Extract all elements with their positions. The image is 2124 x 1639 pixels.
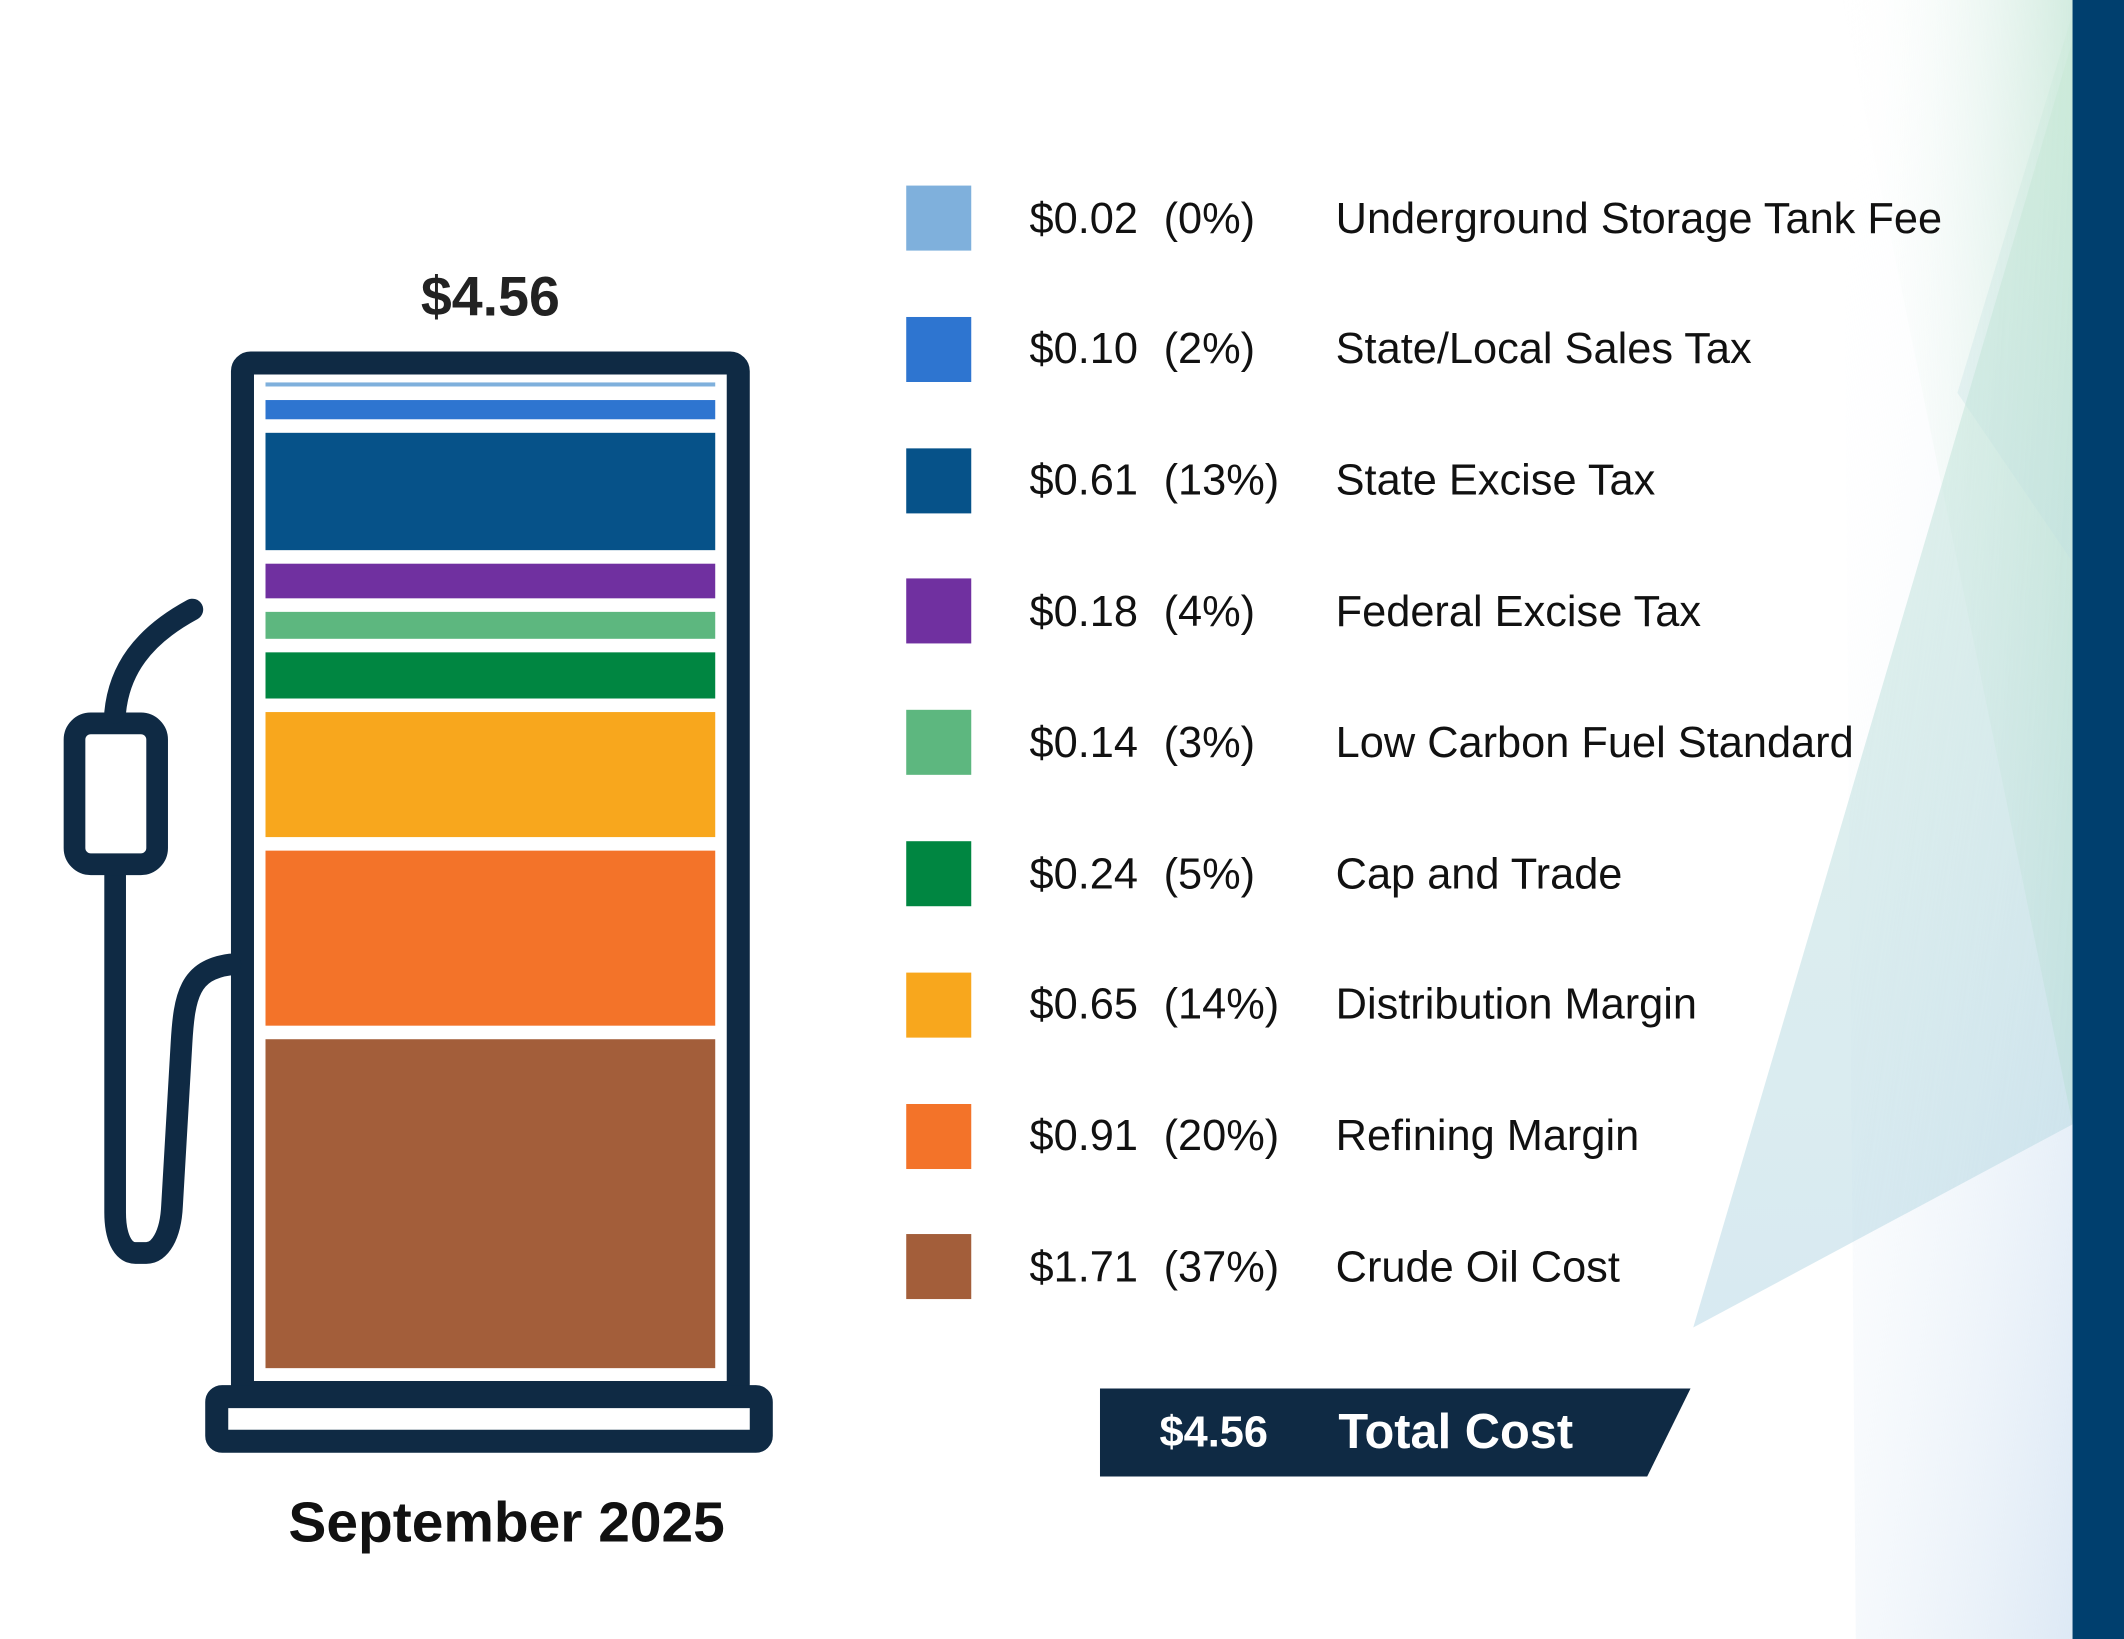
legend-label: Refining Margin bbox=[1335, 1110, 1640, 1160]
legend-item: $0.10 (2%) State/Local Sales Tax bbox=[906, 316, 1752, 382]
legend-item: $0.61 (13%) State Excise Tax bbox=[906, 447, 1655, 513]
legend-percent: (37%) bbox=[1163, 1242, 1280, 1291]
bar-segment-cap-and-trade bbox=[265, 652, 716, 699]
bar-segment-state-excise-tax bbox=[265, 432, 716, 551]
bar-segment-crude-oil-cost bbox=[265, 1039, 716, 1369]
legend-swatch bbox=[906, 1234, 972, 1300]
legend-percent: (2%) bbox=[1163, 324, 1256, 373]
legend-swatch bbox=[906, 447, 972, 513]
legend-swatch bbox=[906, 710, 972, 776]
bar-segment-distribution-margin bbox=[265, 712, 716, 838]
accent-bar bbox=[2072, 0, 2124, 1639]
legend-label: Cap and Trade bbox=[1335, 848, 1623, 898]
legend-label: Low Carbon Fuel Standard bbox=[1335, 717, 1854, 767]
pump-total-label: $4.56 bbox=[420, 265, 560, 328]
legend-swatch bbox=[906, 316, 972, 382]
legend-percent: (3%) bbox=[1163, 717, 1256, 767]
legend-value: $0.65 bbox=[1029, 979, 1138, 1029]
bar-segment-underground-storage-tank-fee bbox=[265, 382, 716, 387]
legend-percent: (4%) bbox=[1163, 586, 1256, 636]
legend-percent: (0%) bbox=[1163, 193, 1256, 242]
legend-label: Distribution Margin bbox=[1335, 979, 1697, 1029]
hose bbox=[104, 864, 242, 1264]
legend-value: $0.61 bbox=[1029, 455, 1138, 505]
legend-percent: (14%) bbox=[1163, 979, 1280, 1029]
nozzle-spout bbox=[104, 598, 204, 724]
legend-item: $0.14 (3%) Low Carbon Fuel Standard bbox=[906, 710, 1854, 776]
legend-label: State/Local Sales Tax bbox=[1335, 324, 1752, 373]
legend-label: Underground Storage Tank Fee bbox=[1335, 193, 1943, 242]
legend-percent: (13%) bbox=[1163, 455, 1280, 505]
legend-item: $1.71 (37%) Crude Oil Cost bbox=[906, 1234, 1620, 1300]
total-cost-banner bbox=[1099, 1388, 1691, 1477]
legend-item: $0.18 (4%) Federal Excise Tax bbox=[906, 578, 1701, 644]
total-cost-value: $4.56 bbox=[1159, 1407, 1269, 1457]
legend-item: $0.24 (5%) Cap and Trade bbox=[906, 841, 1622, 907]
legend-label: Federal Excise Tax bbox=[1335, 586, 1702, 636]
legend-value: $0.14 bbox=[1029, 717, 1138, 767]
legend-swatch bbox=[906, 1103, 972, 1169]
legend-value: $0.91 bbox=[1029, 1110, 1138, 1160]
legend-value: $1.71 bbox=[1029, 1242, 1138, 1291]
period-label: September 2025 bbox=[288, 1490, 725, 1554]
legend-swatch bbox=[906, 185, 972, 251]
total-cost-label: Total Cost bbox=[1338, 1403, 1574, 1459]
legend-value: $0.24 bbox=[1029, 848, 1138, 898]
legend-item: $0.65 (14%) Distribution Margin bbox=[906, 972, 1697, 1038]
legend-swatch bbox=[906, 972, 972, 1038]
legend-value: $0.18 bbox=[1029, 586, 1138, 636]
legend-swatch bbox=[906, 578, 972, 644]
legend-swatch bbox=[906, 841, 972, 907]
legend-label: Crude Oil Cost bbox=[1335, 1242, 1620, 1291]
nozzle-handle-icon bbox=[63, 712, 168, 876]
bar-segment-state-local-sales-tax bbox=[265, 400, 716, 420]
legend-label: State Excise Tax bbox=[1335, 455, 1656, 505]
bar-segment-refining-margin bbox=[265, 850, 716, 1026]
bar-segment-low-carbon-fuel-standard bbox=[265, 611, 716, 639]
legend-value: $0.02 bbox=[1029, 193, 1138, 242]
legend-item: $0.91 (20%) Refining Margin bbox=[906, 1103, 1639, 1169]
legend-percent: (20%) bbox=[1163, 1110, 1280, 1160]
legend-percent: (5%) bbox=[1163, 848, 1256, 898]
legend-value: $0.10 bbox=[1029, 324, 1138, 373]
pump-base bbox=[205, 1385, 773, 1453]
gas-pump bbox=[63, 351, 773, 1453]
bar-segment-federal-excise-tax bbox=[265, 563, 716, 599]
legend-item: $0.02 (0%) Underground Storage Tank Fee bbox=[906, 185, 1942, 251]
